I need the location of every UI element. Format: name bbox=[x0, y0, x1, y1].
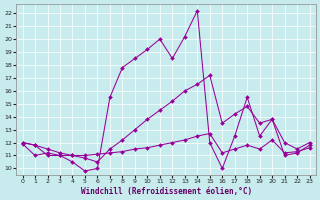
X-axis label: Windchill (Refroidissement éolien,°C): Windchill (Refroidissement éolien,°C) bbox=[81, 187, 252, 196]
